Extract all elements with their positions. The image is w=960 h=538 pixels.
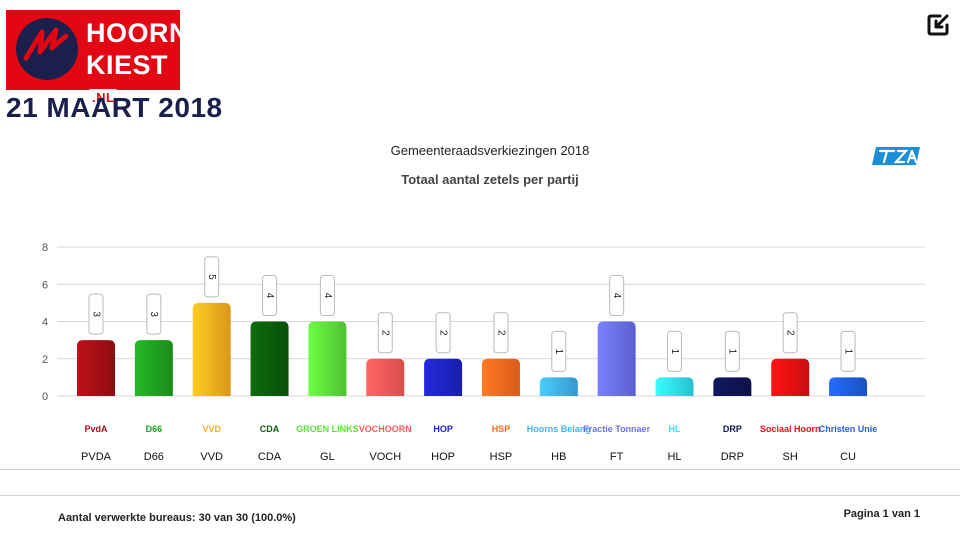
processed-bureaus-text: Aantal verwerkte bureaus: 30 van 30 (100…	[58, 512, 296, 524]
data-label-box	[146, 293, 162, 335]
bar-ft	[597, 321, 636, 396]
data-label: 4	[264, 293, 275, 299]
data-label: 2	[785, 330, 796, 336]
data-label-box	[724, 330, 740, 372]
data-label: 2	[437, 330, 448, 336]
party-logo-hop: HOP	[433, 424, 453, 434]
bar-d66	[134, 340, 173, 396]
data-label-box	[377, 312, 393, 354]
data-label: 2	[380, 330, 391, 336]
data-label: 1	[553, 349, 564, 355]
data-label: 3	[90, 311, 101, 317]
party-logo-hb: Hoorns Belang	[527, 424, 591, 434]
party-logo-hsp: HSP	[492, 424, 511, 434]
row-separator-bottom	[0, 495, 960, 496]
logo-word-hoorn: HOORN	[86, 18, 189, 48]
data-label: 1	[669, 349, 680, 355]
hoorn-kiest-logo: HOORN KIEST .NL	[6, 10, 189, 107]
party-logo-cda: CDA	[260, 424, 280, 434]
category-label: HL	[667, 451, 681, 463]
data-label: 4	[322, 293, 333, 299]
chart-subtitle: Totaal aantal zetels per partij	[401, 172, 579, 187]
category-label: PVDA	[81, 451, 112, 463]
party-logo-ft: Fractie Tonnaer	[583, 424, 650, 434]
tsa-logo	[872, 145, 922, 172]
data-label: 3	[148, 311, 159, 317]
y-tick-label: 4	[42, 317, 48, 329]
data-label-box	[667, 330, 682, 372]
category-label: VOCH	[369, 451, 401, 463]
category-label: DRP	[721, 451, 744, 463]
logo-word-kiest: KIEST .NL	[86, 50, 180, 112]
data-label: 1	[842, 349, 853, 355]
y-tick-label: 6	[42, 279, 48, 291]
party-logo-pvda: PvdA	[84, 424, 108, 434]
category-label: SH	[783, 451, 798, 463]
logo-nl-badge: .NL	[89, 89, 118, 107]
y-tick-label: 8	[42, 242, 48, 254]
data-label-box	[840, 330, 856, 372]
data-label-box	[609, 275, 625, 316]
bar-gl	[308, 321, 347, 396]
bar-hb	[539, 377, 578, 396]
data-label-box	[493, 312, 509, 354]
bar-cda	[250, 321, 289, 396]
election-date: 21 MAART 2018	[6, 92, 223, 123]
bar-voch	[366, 358, 405, 396]
bar-hl	[655, 377, 694, 396]
category-label: FT	[610, 451, 624, 463]
data-label: 1	[727, 349, 738, 355]
data-label-box	[262, 275, 278, 316]
bar-hsp	[481, 358, 520, 396]
category-label: CU	[840, 451, 856, 463]
category-label: GL	[320, 451, 335, 463]
row-separator-top	[0, 469, 960, 470]
checkbox-arrow-icon[interactable]	[926, 13, 950, 37]
party-logo-cu: Christen Unie	[819, 424, 878, 434]
party-logo-hl: HL	[669, 424, 681, 434]
category-label: HOP	[431, 451, 455, 463]
category-label: CDA	[258, 451, 282, 463]
data-label-box	[319, 275, 335, 316]
flag-icon	[16, 18, 78, 80]
party-logo-vvd: VVD	[202, 424, 221, 434]
category-label: VVD	[200, 451, 223, 463]
y-tick-label: 2	[42, 354, 48, 366]
data-label: 4	[611, 293, 622, 299]
bar-chart: 0 2 4 6 8 3 3 5 4 4 2 2 2 1 4 1 1 2 1 PvdA D66 VVD CDA GROEN …	[42, 242, 925, 463]
party-logo-gl: GROEN LINKS	[296, 424, 359, 434]
logo-word-kiest-text: KIEST	[86, 50, 169, 80]
party-logo-sh: Sociaal Hoorn	[760, 424, 821, 434]
data-label-box	[782, 312, 798, 354]
party-logo-voch: VOCHOORN	[359, 424, 412, 434]
category-label: HSP	[490, 451, 513, 463]
data-label-box	[435, 312, 451, 354]
bar-vvd	[192, 302, 231, 396]
bar-sh	[771, 358, 810, 396]
data-label-box	[88, 293, 104, 335]
party-logo-drp: DRP	[723, 424, 742, 434]
data-label: 5	[206, 274, 217, 280]
y-tick-label: 0	[42, 391, 48, 403]
chart-title: Gemeenteraadsverkiezingen 2018	[390, 143, 590, 158]
bar-cu	[829, 377, 868, 396]
data-label-box	[204, 256, 220, 298]
category-label: D66	[144, 451, 164, 463]
party-logo-d66: D66	[146, 424, 163, 434]
pagination-text: Pagina 1 van 1	[843, 508, 920, 520]
bar-drp	[713, 377, 752, 396]
bar-hop	[424, 358, 463, 396]
data-label: 2	[495, 330, 506, 336]
data-label-box	[551, 330, 567, 372]
category-label: HB	[551, 451, 566, 463]
bar-pvda	[77, 340, 115, 396]
